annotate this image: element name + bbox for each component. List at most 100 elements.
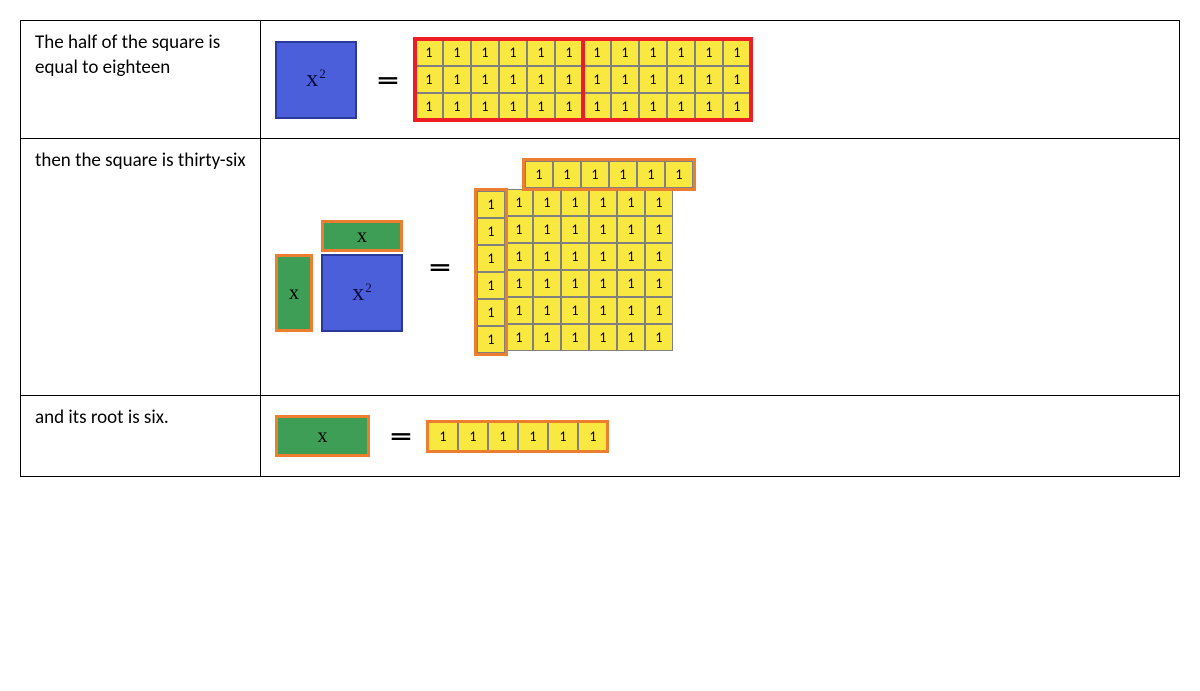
unit-cell: 1 (637, 161, 665, 188)
x-squared-label: x2 (352, 280, 372, 307)
row2-rhs-composite: 1111111111111111111111111111111111111111… (469, 157, 699, 377)
unit-cell: 1 (533, 189, 561, 216)
unit-cell: 1 (477, 245, 505, 272)
unit-cell: 1 (477, 326, 505, 353)
row1-diagram-cell: x2 = 11111111111111111111111111111111111… (261, 21, 1180, 139)
x-squared-label: x2 (306, 66, 326, 93)
row1-text-cell: The half of the square is equal to eight… (21, 21, 261, 139)
unit-cell: 1 (583, 39, 611, 66)
row2-diagram-cell: xxx2 = 111111111111111111111111111111111… (261, 139, 1180, 396)
unit-cell: 1 (667, 93, 695, 120)
row2-text-cell: then the square is thirty-six (21, 139, 261, 396)
unit-cell: 1 (617, 216, 645, 243)
unit-cell: 1 (443, 66, 471, 93)
unit-cell: 1 (589, 324, 617, 351)
unit-cell: 1 (617, 189, 645, 216)
row-square-36: then the square is thirty-six xxx2 = 111… (21, 139, 1180, 396)
unit-cell: 1 (611, 93, 639, 120)
x-label: x (289, 282, 299, 305)
row1-text: The half of the square is equal to eight… (35, 31, 220, 79)
unit-cell: 1 (477, 299, 505, 326)
unit-cell: 1 (488, 421, 518, 451)
unit-cell: 1 (723, 66, 751, 93)
unit-cell: 1 (505, 270, 533, 297)
unit-cell: 1 (583, 66, 611, 93)
unit-cell: 1 (527, 66, 555, 93)
unit-cell: 1 (667, 66, 695, 93)
unit-cell: 1 (617, 270, 645, 297)
unit-cell: 1 (561, 270, 589, 297)
unit-cell: 1 (665, 161, 693, 188)
unit-row-orange: 111111 (525, 161, 693, 188)
unit-cell: 1 (527, 93, 555, 120)
unit-cell: 1 (723, 39, 751, 66)
unit-cell: 1 (639, 66, 667, 93)
unit-cell: 1 (581, 161, 609, 188)
unit-cell: 1 (533, 297, 561, 324)
unit-cell: 1 (533, 216, 561, 243)
unit-cell: 1 (415, 66, 443, 93)
unit-cell: 1 (458, 421, 488, 451)
row-half-square: The half of the square is equal to eight… (21, 21, 1180, 139)
unit-cell: 1 (611, 66, 639, 93)
unit-cell: 1 (561, 324, 589, 351)
x-rect-tile: x (275, 415, 370, 457)
row1-units-container: 111111111111111111111111111111111111 (415, 39, 751, 120)
unit-cell: 1 (505, 243, 533, 270)
unit-cell: 1 (415, 39, 443, 66)
unit-cell: 1 (499, 39, 527, 66)
unit-cell: 1 (471, 93, 499, 120)
x-rect-tile: x (275, 254, 313, 332)
algebra-tiles-table: The half of the square is equal to eight… (20, 20, 1180, 477)
unit-cell: 1 (645, 189, 673, 216)
row-root-six: and its root is six. x = 111111 (21, 396, 1180, 477)
unit-cell: 1 (589, 189, 617, 216)
row2-text: then the square is thirty-six (35, 149, 246, 172)
unit-cell: 1 (589, 216, 617, 243)
unit-cell: 1 (589, 243, 617, 270)
unit-col-orange: 111111 (477, 191, 505, 353)
x-rect-tile: x (321, 220, 403, 252)
x-label: x (318, 425, 328, 448)
unit-cell: 1 (533, 324, 561, 351)
x-squared-tile: x2 (321, 254, 403, 332)
row2-diagram: xxx2 = 111111111111111111111111111111111… (275, 157, 1165, 377)
unit-cell: 1 (617, 324, 645, 351)
equals-sign: = (390, 423, 408, 449)
row3-diagram: x = 111111 (275, 414, 1165, 458)
unit-cell: 1 (477, 218, 505, 245)
unit-cell: 1 (645, 216, 673, 243)
unit-cell: 1 (505, 189, 533, 216)
unit-cell: 1 (527, 39, 555, 66)
unit-cell: 1 (505, 297, 533, 324)
unit-cell: 1 (499, 93, 527, 120)
unit-cell: 1 (578, 421, 608, 451)
unit-cell: 1 (611, 39, 639, 66)
unit-cell: 1 (505, 324, 533, 351)
unit-cell: 1 (555, 66, 583, 93)
unit-cell: 1 (583, 93, 611, 120)
unit-cell: 1 (645, 270, 673, 297)
row3-unit-grid: 111111 (428, 421, 608, 451)
unit-cell: 1 (471, 66, 499, 93)
unit-cell: 1 (428, 421, 458, 451)
unit-cell: 1 (723, 93, 751, 120)
equals-sign: = (429, 254, 447, 280)
unit-cell: 1 (561, 216, 589, 243)
unit-cell: 1 (589, 297, 617, 324)
unit-cell: 1 (525, 161, 553, 188)
unit-cell: 1 (561, 189, 589, 216)
row3-diagram-cell: x = 111111 (261, 396, 1180, 477)
unit-cell: 1 (695, 39, 723, 66)
unit-cell: 1 (477, 191, 505, 218)
unit-cell: 1 (645, 243, 673, 270)
unit-cell: 1 (555, 39, 583, 66)
unit-cell: 1 (667, 39, 695, 66)
unit-cell: 1 (553, 161, 581, 188)
unit-cell: 1 (561, 297, 589, 324)
unit-cell: 1 (548, 421, 578, 451)
unit-cell: 1 (471, 39, 499, 66)
unit-cell: 1 (639, 93, 667, 120)
unit-cell: 1 (555, 93, 583, 120)
row3-text-cell: and its root is six. (21, 396, 261, 477)
